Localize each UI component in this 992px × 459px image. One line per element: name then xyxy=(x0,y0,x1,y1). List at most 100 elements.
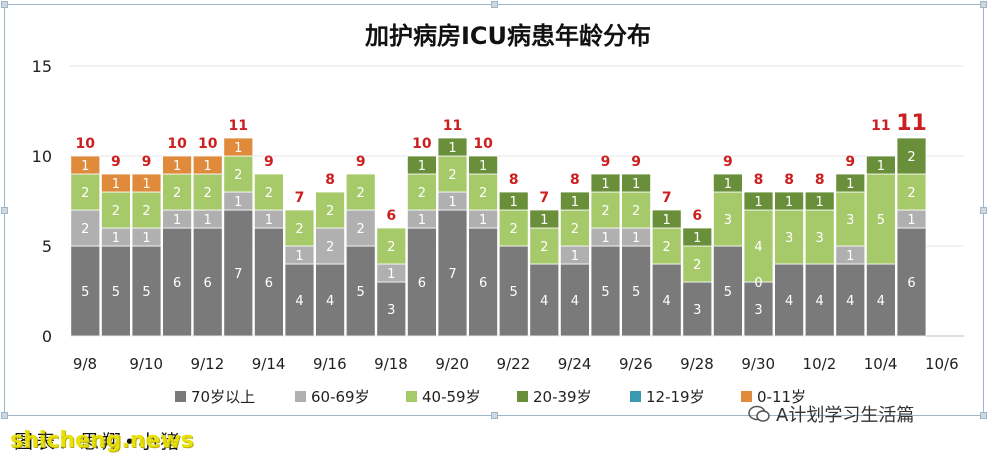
bar-segment xyxy=(651,209,682,229)
segment-value-label: 5 xyxy=(357,285,365,300)
segment-value-label: 1 xyxy=(173,213,181,228)
bar-segment xyxy=(743,281,774,337)
segment-value-label: 1 xyxy=(234,195,242,210)
segment-value-label: 1 xyxy=(540,213,548,228)
segment-value-label: 2 xyxy=(479,186,487,201)
x-tick-label: 9/12 xyxy=(191,355,225,373)
segment-value-label: 1 xyxy=(601,231,609,246)
bar-segment xyxy=(713,191,743,247)
segment-value-label: 4 xyxy=(785,294,793,309)
segment-value-label: 2 xyxy=(632,204,640,219)
segment-value-label: 5 xyxy=(877,213,885,228)
segment-value-label: 1 xyxy=(571,249,579,264)
legend-swatch xyxy=(295,391,306,402)
segment-value-label: 2 xyxy=(81,186,89,201)
y-tick-label: 10 xyxy=(32,147,52,166)
segment-value-label: 5 xyxy=(142,285,150,300)
segment-value-label: 1 xyxy=(724,177,732,192)
bar-segment xyxy=(682,227,713,247)
bar-segment xyxy=(468,155,499,175)
bar-segment xyxy=(101,173,131,193)
resize-handle-top-right[interactable] xyxy=(980,1,987,8)
resize-handle-top[interactable] xyxy=(491,1,498,8)
bar-segment xyxy=(192,155,223,175)
total-value-label: 8 xyxy=(570,172,580,188)
segment-value-label: 1 xyxy=(479,159,487,174)
segment-value-label: 4 xyxy=(877,294,885,309)
total-value-label: 7 xyxy=(662,190,672,206)
segment-value-label: 1 xyxy=(81,159,89,174)
resize-handle-right[interactable] xyxy=(980,207,987,214)
segment-value-label: 7 xyxy=(448,267,456,282)
segment-value-label: 4 xyxy=(540,294,548,309)
segment-value-label: 2 xyxy=(357,186,365,201)
segment-value-label: 2 xyxy=(326,204,334,219)
x-tick-label: 9/24 xyxy=(558,355,592,373)
chart-title: 加护病房ICU病患年龄分布 xyxy=(365,22,651,50)
resize-handle-bottom[interactable] xyxy=(491,412,498,419)
x-tick-label: 10/4 xyxy=(864,355,898,373)
legend-label: 60-69岁 xyxy=(311,388,370,406)
bar-segment xyxy=(774,263,804,337)
bar-segment xyxy=(835,173,866,193)
bar-segment xyxy=(804,263,835,337)
segment-value-label: 1 xyxy=(571,195,579,210)
segment-value-label: 4 xyxy=(571,294,579,309)
segment-value-label: 1 xyxy=(112,177,120,192)
bar-segment xyxy=(253,227,284,337)
segment-value-label: 1 xyxy=(877,159,885,174)
total-value-label: 10 xyxy=(473,136,493,152)
bar-segment xyxy=(315,263,346,337)
total-value-label: 11 xyxy=(229,118,248,134)
total-value-label: 10 xyxy=(412,136,432,152)
bar-segment xyxy=(866,173,896,265)
bar-segment xyxy=(192,173,223,211)
total-value-label: 9 xyxy=(845,154,855,170)
segment-value-label: 1 xyxy=(754,195,762,210)
segment-value-label: 2 xyxy=(204,186,212,201)
segment-value-label: 1 xyxy=(295,249,303,264)
total-value-label: 9 xyxy=(142,154,152,170)
legend-label: 20-39岁 xyxy=(533,388,592,406)
bar-segment xyxy=(253,173,284,211)
bar-segment xyxy=(529,227,560,265)
legend-label: 12-19岁 xyxy=(646,388,705,406)
resize-handle-left[interactable] xyxy=(1,207,8,214)
x-tick-label: 9/18 xyxy=(374,355,408,373)
bar-segment xyxy=(896,137,927,175)
segment-value-label: 1 xyxy=(632,177,640,192)
x-tick-label: 9/8 xyxy=(73,355,97,373)
segment-value-label: 5 xyxy=(112,285,120,300)
bar-segment xyxy=(590,191,621,229)
segment-value-label: 2 xyxy=(173,186,181,201)
bar-segment xyxy=(70,155,101,175)
segment-value-label: 1 xyxy=(785,195,793,210)
bar-segment xyxy=(896,173,927,211)
segment-value-label: 2 xyxy=(418,186,426,201)
total-value-label: 9 xyxy=(723,154,733,170)
segment-value-label: 1 xyxy=(234,141,242,156)
segment-value-label: 4 xyxy=(663,294,671,309)
segment-value-label: 2 xyxy=(112,204,120,219)
segment-value-label: 7 xyxy=(234,267,242,282)
legend-swatch xyxy=(741,391,752,402)
zero-value-label: 0 xyxy=(754,276,762,291)
x-tick-label: 9/16 xyxy=(313,355,347,373)
resize-handle-top-left[interactable] xyxy=(1,1,8,8)
total-value-label: 8 xyxy=(754,172,764,188)
bar-segment xyxy=(284,209,315,247)
bar-segment xyxy=(774,209,804,265)
figure-caption: 图表：思翔•小猪 xyxy=(14,431,183,453)
segment-value-label: 3 xyxy=(754,303,762,318)
resize-handle-bottom-left[interactable] xyxy=(1,412,8,419)
segment-value-label: 2 xyxy=(142,204,150,219)
bar-segment xyxy=(192,227,223,337)
total-value-label: 9 xyxy=(264,154,274,170)
resize-handle-bottom-right[interactable] xyxy=(980,412,987,419)
total-value-label: 11 xyxy=(443,118,462,134)
bars xyxy=(70,137,927,337)
legend-label: 40-59岁 xyxy=(422,388,481,406)
x-tick-label: 9/20 xyxy=(435,355,469,373)
publisher-badge: A计划学习生活篇 xyxy=(748,401,914,427)
